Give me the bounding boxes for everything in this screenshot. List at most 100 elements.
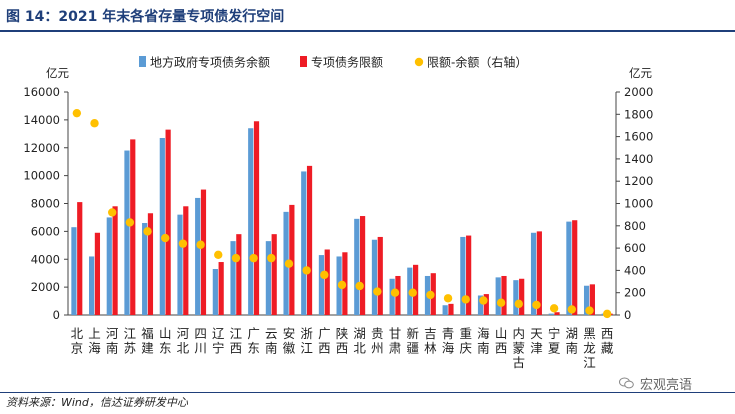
bar-limit bbox=[589, 284, 595, 315]
bar-balance bbox=[248, 128, 254, 315]
x-tick-label: 宁 bbox=[548, 326, 561, 341]
bar-balance bbox=[583, 285, 590, 315]
bar-limit bbox=[377, 236, 383, 315]
x-tick-label: 海 bbox=[477, 326, 490, 341]
x-tick-label: 河 bbox=[106, 326, 119, 341]
dot-space bbox=[302, 266, 311, 275]
y-right-tick-label: 1000 bbox=[624, 197, 653, 211]
dot-space bbox=[214, 250, 223, 259]
bar-limit bbox=[466, 235, 472, 315]
x-tick-label: 安 bbox=[283, 326, 296, 341]
legend-label: 专项债务限额 bbox=[311, 55, 383, 70]
dot-space bbox=[496, 298, 506, 307]
bar-limit bbox=[536, 231, 542, 315]
x-tick-label: 吉 bbox=[424, 326, 437, 341]
x-tick-label: 海 bbox=[442, 341, 455, 356]
y-left-tick-label: 12000 bbox=[23, 141, 60, 155]
bar-limit bbox=[77, 202, 83, 315]
x-tick-label: 津 bbox=[530, 341, 543, 356]
x-tick-label: 西 bbox=[230, 341, 243, 356]
y-left-tick-label: 16000 bbox=[23, 85, 60, 99]
y-right-tick-label: 1400 bbox=[624, 152, 653, 166]
x-tick-label: 藏 bbox=[601, 341, 614, 356]
x-tick-label: 重 bbox=[459, 326, 472, 341]
bar-balance bbox=[159, 137, 165, 315]
bar-limit bbox=[554, 312, 560, 315]
chart: 0 2000 4000 6000 8000 10000 12000 14000 16000 0 20… bbox=[23, 55, 653, 371]
x-tick-label: 苏 bbox=[124, 341, 137, 356]
x-tick-label: 南 bbox=[566, 341, 579, 356]
dot-space bbox=[390, 288, 400, 297]
bar-balance bbox=[530, 232, 537, 315]
x-tick-label: 云 bbox=[265, 326, 278, 341]
dot-space bbox=[125, 218, 135, 227]
x-tick-label: 川 bbox=[194, 341, 207, 356]
y-left-tick-label: 6000 bbox=[31, 224, 60, 238]
dot-space bbox=[514, 299, 523, 309]
dot-space bbox=[443, 294, 453, 303]
bar-limit bbox=[130, 139, 136, 315]
dot-space bbox=[284, 259, 294, 268]
x-tick-label: 青 bbox=[442, 326, 455, 341]
bar-balance bbox=[106, 217, 112, 315]
y-left-tick-label: 10000 bbox=[23, 169, 60, 183]
bar-balance bbox=[495, 277, 501, 315]
dot-space bbox=[461, 295, 470, 304]
x-tick-label: 湖 bbox=[353, 326, 366, 341]
bar-limit bbox=[519, 278, 525, 315]
x-tick-label: 海 bbox=[88, 341, 101, 356]
x-tick-label: 山 bbox=[495, 326, 508, 341]
x-tick-label: 古 bbox=[513, 355, 526, 370]
dot-space bbox=[355, 281, 364, 291]
bar-balance bbox=[71, 227, 77, 315]
bar-limit bbox=[253, 121, 260, 315]
dot-space bbox=[479, 296, 488, 305]
wechat-icon bbox=[619, 377, 634, 389]
x-tick-label: 湖 bbox=[566, 326, 579, 341]
x-tick-label: 林 bbox=[424, 341, 437, 356]
dot-space bbox=[567, 305, 577, 314]
dot-space bbox=[267, 253, 276, 263]
x-tick-label: 河 bbox=[177, 326, 190, 341]
y-left-tick-label: 8000 bbox=[31, 197, 60, 211]
x-tick-label: 西 bbox=[601, 326, 614, 341]
dot-space bbox=[585, 306, 594, 315]
bar-limit bbox=[236, 234, 242, 315]
x-tick-label: 上 bbox=[88, 326, 101, 341]
y-right-tick-label: 1200 bbox=[624, 174, 653, 188]
dot-space bbox=[426, 290, 435, 300]
dot-space bbox=[143, 227, 152, 236]
y-right-tick-label: 800 bbox=[624, 219, 646, 233]
figure-title-bar: 图 14：2021 年末各省存量专项债发行空间 bbox=[0, 0, 735, 30]
y-left-tick-label: 14000 bbox=[23, 113, 60, 127]
x-tick-label: 京 bbox=[71, 341, 84, 356]
bar-limit bbox=[359, 216, 366, 315]
bar-limit bbox=[501, 275, 507, 315]
legend-swatch bbox=[300, 56, 307, 67]
source-note: 资料来源：Wind，信达证券研发中心 bbox=[6, 396, 188, 409]
bar-limit bbox=[218, 262, 224, 315]
x-tick-label: 东 bbox=[159, 341, 172, 356]
x-tick-label: 四 bbox=[194, 326, 207, 341]
dot-space bbox=[249, 253, 258, 263]
x-tick-label: 浙 bbox=[300, 326, 313, 341]
dot-space bbox=[549, 304, 559, 313]
bar-limit bbox=[147, 213, 154, 315]
x-tick-label: 夏 bbox=[548, 341, 561, 356]
bar-balance bbox=[318, 255, 325, 315]
title-divider bbox=[0, 30, 735, 32]
x-tick-label: 辽 bbox=[212, 326, 225, 341]
x-tick-label: 南 bbox=[265, 341, 278, 356]
x-tick-label: 龙 bbox=[583, 341, 596, 356]
bar-balance bbox=[354, 218, 360, 315]
x-tick-label: 西 bbox=[336, 341, 349, 356]
dot-space bbox=[196, 240, 205, 249]
y-left-unit: 亿元 bbox=[46, 66, 69, 80]
x-tick-label: 南 bbox=[477, 341, 490, 356]
bar-limit bbox=[306, 165, 313, 315]
x-tick-label: 贵 bbox=[371, 326, 384, 341]
dot-space bbox=[602, 309, 612, 319]
y-right-tick-label: 200 bbox=[624, 286, 646, 300]
bar-balance bbox=[566, 221, 572, 315]
dot-space bbox=[107, 208, 117, 217]
